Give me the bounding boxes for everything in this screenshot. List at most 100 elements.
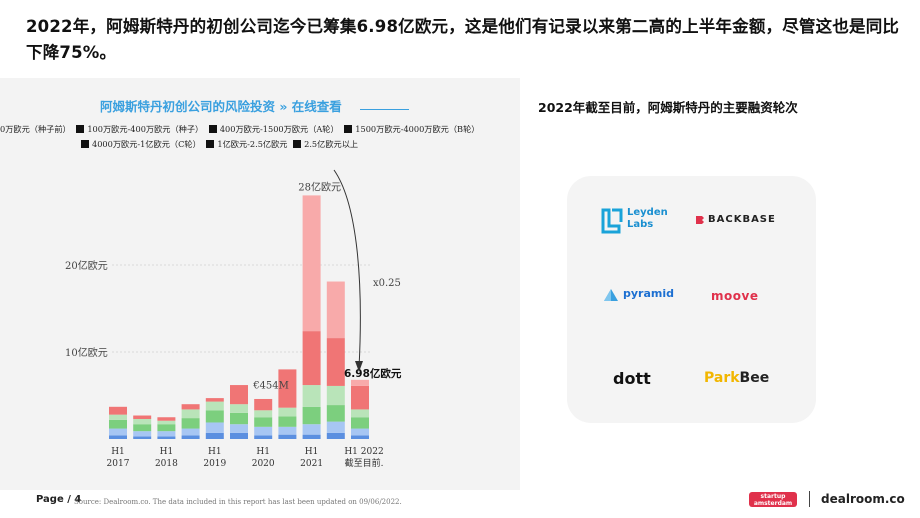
bar-segment — [181, 418, 200, 429]
legend-swatch — [81, 140, 89, 148]
right-title: 2022年截至目前，阿姆斯特丹的主要融资轮次 — [538, 100, 798, 115]
bar-segment — [205, 432, 224, 439]
bar-segment — [351, 435, 369, 439]
moove-logo: moove — [711, 289, 781, 305]
bar-segment — [205, 422, 224, 433]
logo-card: Leyden Labs BACKBASE pyramid moove dott … — [567, 176, 816, 423]
legend-swatch — [293, 140, 302, 148]
bar-segment — [326, 385, 345, 406]
bar-segment — [326, 281, 345, 339]
legend-swatch — [206, 140, 215, 148]
decline-arrowhead — [355, 361, 363, 372]
x-tick-label: 2018 — [155, 459, 178, 469]
bar-segment — [278, 426, 297, 435]
dott-logo: dott — [613, 369, 673, 389]
annotation-peak: 28亿欧元 — [298, 180, 341, 193]
y-tick-label: 10亿欧元 — [65, 346, 108, 359]
dott-wordmark: dott — [613, 369, 651, 388]
bar-segment — [181, 435, 200, 439]
bar-segment — [181, 404, 200, 410]
legend-entry: 1500万欧元-4000万欧元（B轮） — [355, 124, 480, 134]
bar-segment — [109, 435, 127, 439]
x-tick-label: H1 — [256, 447, 270, 457]
bar-segment — [326, 421, 345, 433]
bar-segment — [230, 432, 248, 439]
bar-segment — [326, 405, 345, 422]
bar-segment — [278, 434, 297, 439]
annotation-2020: €454M — [252, 381, 289, 392]
bar-segment — [133, 415, 152, 419]
startup-amsterdam-logo: startup amsterdam — [749, 492, 797, 507]
bar-segment — [157, 436, 176, 439]
bar-segment — [205, 401, 224, 411]
bar-segment — [133, 436, 152, 439]
bar-segment — [181, 409, 200, 419]
bar-segment — [230, 412, 248, 425]
bar-segment — [254, 426, 273, 436]
moove-wordmark: moove — [711, 289, 759, 303]
bar-segment — [254, 435, 273, 439]
pyramid-wordmark: pyramid — [623, 287, 674, 300]
legend-swatch — [208, 125, 217, 133]
x-tick-label: 2019 — [203, 459, 226, 469]
x-tick-label: 2021 — [300, 459, 323, 469]
bar-segment — [109, 419, 127, 429]
bar-segment — [351, 385, 369, 410]
bar-segment — [205, 398, 224, 402]
bar-segment — [302, 385, 321, 407]
annotation-ratio: x0.25 — [373, 278, 401, 289]
legend-swatch — [344, 125, 353, 133]
leyden-labs-wordmark: Leyden Labs — [627, 207, 668, 230]
legend-row-2: 4000万欧元-1亿欧元（C轮） 1亿欧元-2.5亿欧元 2.5亿欧元以上 — [0, 137, 520, 152]
bar-segment — [278, 407, 297, 417]
annotation-2022: 6.98亿欧元 — [344, 367, 402, 380]
bar-segment — [326, 432, 345, 439]
bar-segment — [302, 424, 321, 435]
legend-entry: 4000万欧元-1亿欧元（C轮） — [92, 139, 201, 149]
bar-segment — [157, 424, 176, 432]
legend-entry: 0万欧元（种子前） — [0, 124, 71, 134]
headline: 2022年，阿姆斯特丹的初创公司迄今已筹集6.98亿欧元，这是他们有记录以来第二… — [26, 17, 900, 62]
bar-segment — [133, 418, 152, 425]
chart-link-underline — [360, 109, 409, 110]
legend-entry: 400万欧元-1500万欧元（A轮） — [219, 124, 339, 134]
x-tick-label: 2017 — [107, 459, 130, 469]
bar-segment — [109, 406, 127, 415]
legend-entry: 1亿欧元-2.5亿欧元 — [217, 139, 288, 149]
pyramid-logo: pyramid — [603, 287, 693, 303]
bar-segment — [278, 369, 297, 408]
leyden-labs-icon — [601, 208, 623, 234]
bar-segment — [351, 379, 369, 386]
legend-row-1: 0万欧元（种子前） 100万欧元-400万欧元（种子） 400万欧元-1500万… — [0, 122, 520, 137]
x-tick-label: H1 — [305, 447, 319, 457]
x-tick-label: 2020 — [252, 459, 275, 469]
bar-segment — [278, 416, 297, 427]
bar-segment — [157, 431, 176, 437]
x-tick-label: H1 — [208, 447, 222, 457]
parkbee-wordmark: ParkBee — [704, 370, 769, 386]
page-number: Page / 4 — [36, 494, 82, 505]
bar-segment — [302, 195, 321, 332]
bar-segment — [109, 414, 127, 420]
bar-segment — [181, 428, 200, 436]
parkbee-wordmark-park: Park — [704, 370, 740, 386]
dealroom-logo: dealroom.co — [821, 492, 905, 506]
backbase-wordmark: BACKBASE — [708, 214, 776, 225]
bar-segment — [205, 410, 224, 423]
bar-segment — [254, 398, 273, 411]
bar-segment — [351, 409, 369, 418]
legend-entry: 2.5亿欧元以上 — [304, 139, 359, 149]
chart-legend: 0万欧元（种子前） 100万欧元-400万欧元（种子） 400万欧元-1500万… — [0, 122, 520, 152]
backbase-icon — [696, 216, 704, 224]
legend-entry: 100万欧元-400万欧元（种子） — [87, 124, 204, 134]
bar-segment — [302, 406, 321, 425]
bar-segment — [157, 417, 176, 421]
chart-online-link[interactable]: 阿姆斯特丹初创公司的风险投资 » 在线查看 — [100, 99, 342, 114]
bar-segment — [157, 420, 176, 425]
leyden-labs-logo: Leyden Labs — [601, 206, 681, 236]
bar-segment — [254, 417, 273, 427]
bar-segment — [302, 434, 321, 439]
bar-segment — [230, 385, 248, 405]
bar-segment — [351, 417, 369, 429]
bar-segment — [326, 338, 345, 386]
